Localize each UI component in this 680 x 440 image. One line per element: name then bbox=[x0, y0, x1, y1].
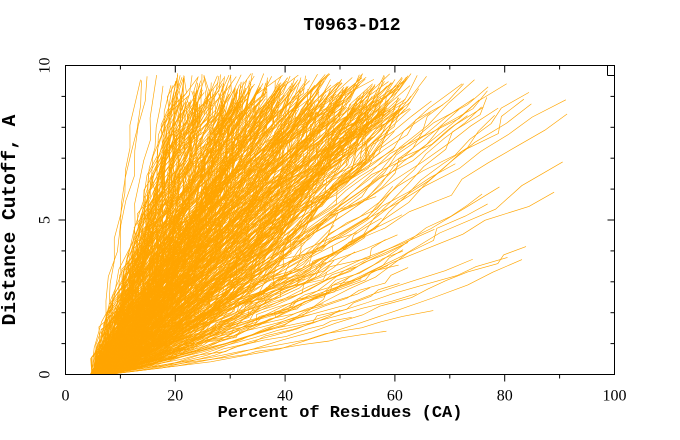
svg-text:40: 40 bbox=[277, 388, 293, 405]
svg-text:Percent of Residues (CA): Percent of Residues (CA) bbox=[218, 404, 463, 423]
svg-text:0: 0 bbox=[37, 371, 54, 379]
svg-text:5: 5 bbox=[37, 216, 54, 224]
svg-text:0: 0 bbox=[62, 388, 70, 405]
svg-text:100: 100 bbox=[603, 388, 627, 405]
svg-text:Distance Cutoff, A: Distance Cutoff, A bbox=[0, 114, 21, 325]
svg-text:80: 80 bbox=[497, 388, 513, 405]
svg-text:T0963-D12: T0963-D12 bbox=[303, 16, 400, 36]
svg-text:60: 60 bbox=[387, 388, 403, 405]
svg-text:20: 20 bbox=[167, 388, 183, 405]
svg-text:10: 10 bbox=[37, 58, 54, 74]
